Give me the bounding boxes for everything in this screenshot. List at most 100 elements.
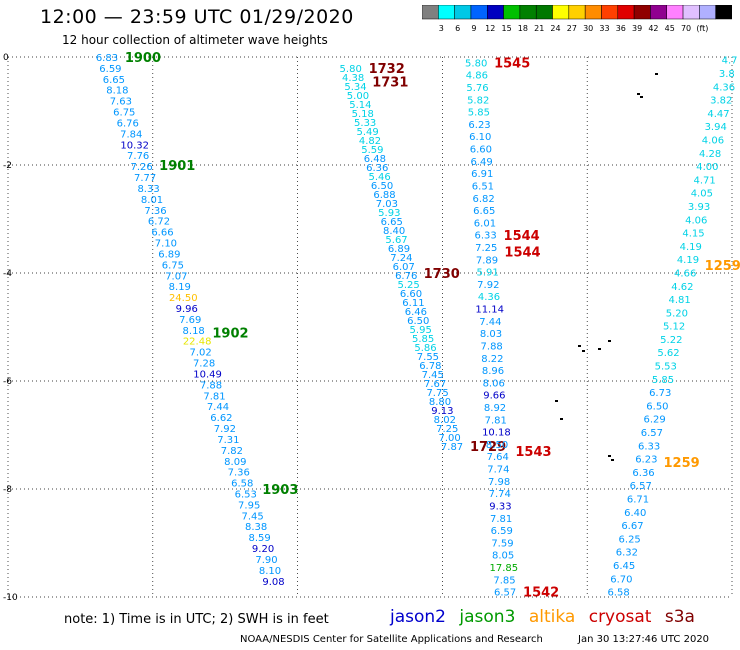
y-tick-label: -10 [3,593,18,600]
wave-height-value: 6.91 [471,169,493,180]
wave-height-value: 5.00 [347,91,369,102]
wave-height-value: 7.75 [426,388,448,399]
wave-height-value: 5.80 [465,58,487,69]
time-label: 1543 [515,445,551,460]
colorbar-label: 27 [567,24,577,33]
wave-height-value: 6.48 [364,154,386,165]
colorbar-label: 21 [534,24,544,33]
wave-height-value: 7.45 [242,511,264,522]
colorbar-label: 12 [485,24,495,33]
wave-height-value: 7.00 [439,433,461,444]
time-label: 1902 [212,326,248,341]
wave-height-value: 8.19 [169,282,191,293]
wave-height-value: 4.19 [680,242,702,253]
land-fragment [598,348,601,350]
wave-height-value: 5.76 [466,83,488,94]
wave-height-value: 8.18 [183,326,205,337]
wave-height-value: 7.44 [479,317,501,328]
wave-height-value: 6.82 [472,194,494,205]
legend-cryosat: cryosat [588,607,652,627]
wave-height-value: 6.65 [103,75,125,86]
wave-height-value: 7.03 [376,199,398,210]
y-tick-label: -6 [3,377,12,387]
y-tick-label: 0 [3,53,9,63]
wave-height-value: 7.44 [207,402,229,413]
wave-height-value: 4.28 [699,149,721,160]
wave-height-value: 7.67 [424,379,446,390]
wave-height-value: 4.36 [713,82,735,93]
wave-height-value: 8.01 [141,195,163,206]
wave-height-value: 6.89 [158,249,180,260]
wave-height-value: 7.74 [487,465,509,476]
wave-height-value: 7.59 [491,538,513,549]
wave-height-value: 7.85 [493,575,515,586]
wave-height-value: 5.86 [414,343,436,354]
wave-height-value: 7.90 [255,555,277,566]
wave-height-value: 5.33 [354,118,376,129]
wave-height-value: 8.38 [245,522,267,533]
wave-height-value: 6.67 [621,521,643,532]
wave-height-value: 7.26 [131,162,153,173]
land-fragment [608,340,611,342]
wave-height-value: 6.07 [393,262,415,273]
wave-height-value: 6.10 [469,132,491,143]
wave-height-value: 6.50 [646,401,668,412]
wave-height-value: 5.80 [340,64,362,75]
wave-height-value: 9.96 [176,304,198,315]
chart-title: 12:00 — 23:59 UTC 01/29/2020 [40,6,354,28]
wave-height-value: 7.45 [422,370,444,381]
wave-height-value: 3.8 [719,69,735,80]
colorbar-label: 18 [518,24,528,33]
wave-height-value: 5.59 [361,145,383,156]
wave-height-value: 4.86 [466,71,488,82]
time-label: 1259 [705,259,740,274]
wave-height-value: 5.22 [660,335,682,346]
wave-height-value: 6.33 [638,441,660,452]
wave-height-value: 6.36 [632,468,654,479]
wave-height-value: 4.71 [693,175,715,186]
land-fragment [560,418,563,420]
wave-height-value: 4.00 [696,162,718,173]
wave-height-value: 5.34 [344,82,366,93]
wave-height-value: 8.09 [224,457,246,468]
wave-height-value: 11.14 [475,305,504,316]
wave-height-value: 9.13 [431,406,453,417]
wave-height-value: 7.89 [476,255,498,266]
time-label: 1731 [372,75,408,90]
time-label: 1732 [369,62,405,77]
wave-height-value: 7.07 [165,271,187,282]
wave-height-value: 22.48 [183,337,212,348]
wave-height-value: 6.70 [610,574,632,585]
wave-height-value: 6.83 [96,53,118,64]
wave-height-value: 5.25 [397,280,419,291]
wave-height-value: 6.53 [235,490,257,501]
wave-height-value: 6.57 [494,588,516,599]
legend-jason2: jason2 [390,607,446,627]
wave-height-value: 6.51 [472,181,494,192]
wave-height-value: 8.05 [492,551,514,562]
wave-height-value: 4.38 [342,73,364,84]
colorbar-label: 70 [681,24,691,33]
wave-height-value: 5.14 [349,100,371,111]
wave-height-value: 9.66 [483,391,505,402]
wave-height-value: 4.15 [682,229,704,240]
y-tick-label: -8 [3,485,12,495]
wave-height-value: 7.24 [390,253,412,264]
wave-height-value: 3.94 [705,122,727,133]
time-label: 1544 [504,245,540,260]
wave-height-value: 7.31 [217,435,239,446]
wave-height-value: 7.88 [481,341,503,352]
land-fragment [655,73,658,75]
wave-height-value: 6.23 [468,120,490,131]
time-label: 1544 [504,229,540,244]
wave-height-value: 10.49 [193,369,222,380]
wave-height-value: 7.69 [179,315,201,326]
wave-height-value: 7.25 [475,243,497,254]
wave-height-value: 4.82 [359,136,381,147]
wave-height-value: 8.03 [480,329,502,340]
legend-jason3: jason3 [459,607,516,627]
wave-height-value: 4.06 [702,135,724,146]
wave-height-value: 7.88 [200,380,222,391]
wave-height-value: 6.60 [400,289,422,300]
colorbar-label: 9 [471,24,476,33]
